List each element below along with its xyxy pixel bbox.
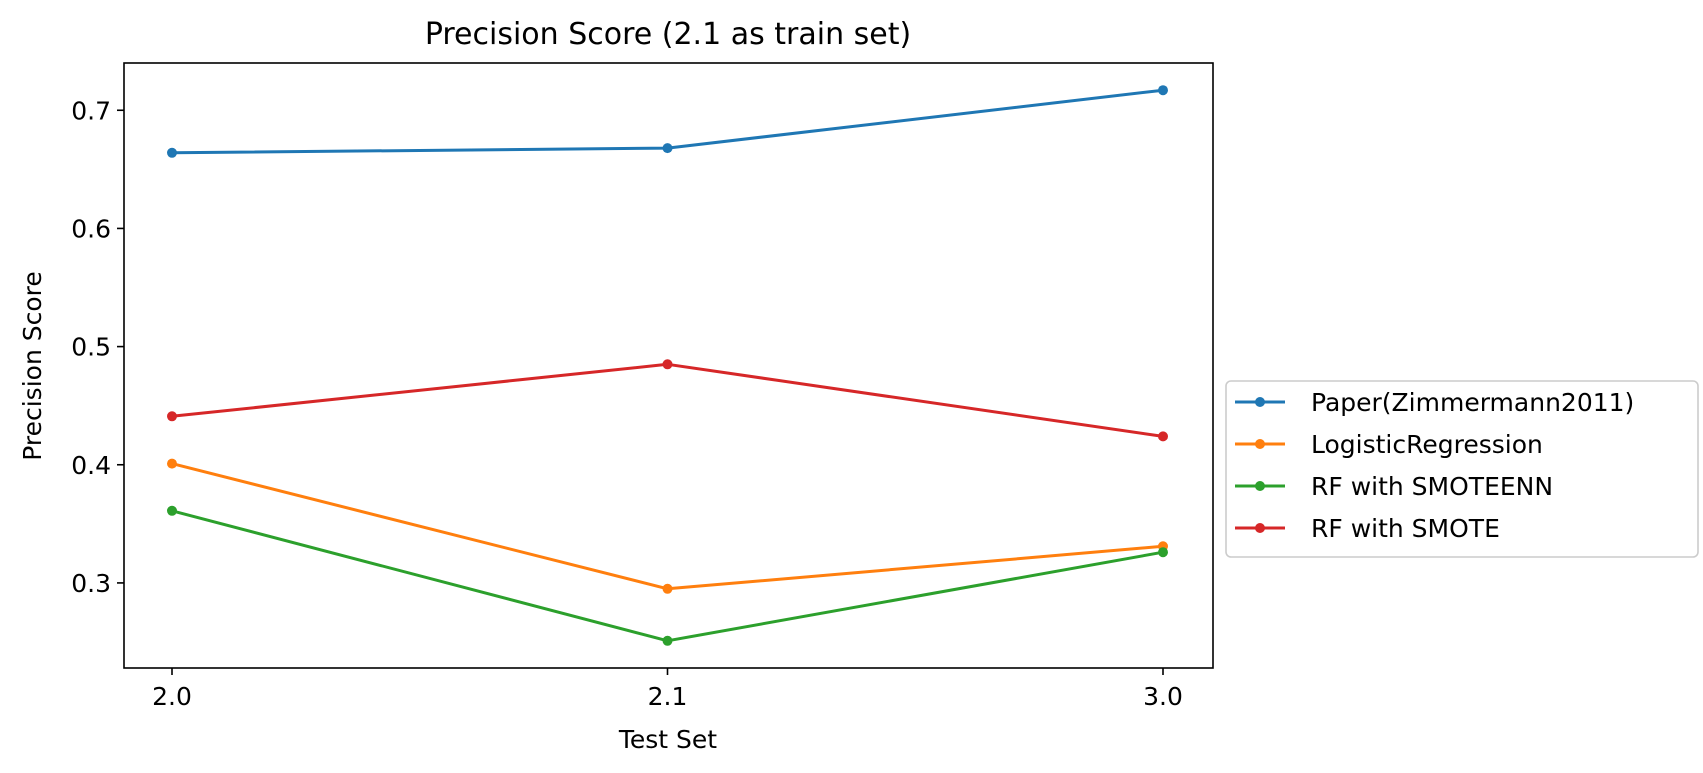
- legend-label-1: LogisticRegression: [1311, 430, 1543, 459]
- legend-label-0: Paper(Zimmermann2011): [1311, 388, 1634, 417]
- data-point-2-2: [1158, 547, 1168, 558]
- legend-label-2: RF with SMOTEENN: [1311, 472, 1553, 501]
- x-tick-label: 2.1: [648, 682, 688, 711]
- y-tick-label: 0.5: [71, 333, 111, 362]
- legend-marker-2: [1255, 481, 1265, 491]
- chart-title: Precision Score (2.1 as train set): [425, 17, 911, 52]
- y-tick-label: 0.7: [71, 96, 111, 125]
- plot-frame: [123, 62, 1214, 669]
- legend-marker-0: [1255, 397, 1265, 407]
- legend-marker-3: [1255, 523, 1265, 533]
- y-axis: 0.3 0.4 0.5 0.6 0.7: [71, 96, 124, 598]
- data-point-3-2: [1158, 431, 1168, 442]
- x-tick-label: 3.0: [1143, 682, 1183, 711]
- x-axis-label: Test Set: [618, 725, 717, 754]
- legend-box: [1225, 380, 1699, 558]
- data-point-2-0: [167, 505, 177, 516]
- y-tick-label: 0.6: [71, 214, 111, 243]
- legend-items: Paper(Zimmermann2011) LogisticRegression R…: [1235, 388, 1634, 543]
- data-point-2-1: [662, 635, 673, 646]
- legend-marker-1: [1255, 439, 1265, 449]
- legend: Paper(Zimmermann2011) LogisticRegression R…: [1225, 380, 1699, 558]
- data-point-3-0: [167, 411, 177, 422]
- x-axis: 2.0 2.1 3.0: [152, 668, 1183, 711]
- data-point-3-1: [662, 359, 673, 370]
- y-tick-label: 0.4: [71, 451, 111, 480]
- series-markers: [167, 85, 1168, 646]
- data-point-0-1: [662, 143, 673, 154]
- x-tick-label: 2.0: [152, 682, 192, 711]
- data-point-1-1: [662, 583, 673, 594]
- y-axis-label: Precision Score: [18, 271, 47, 461]
- data-point-0-0: [167, 147, 177, 158]
- data-point-0-2: [1158, 85, 1168, 96]
- y-tick-label: 0.3: [71, 569, 111, 598]
- legend-label-3: RF with SMOTE: [1311, 514, 1500, 543]
- data-point-1-0: [167, 458, 177, 469]
